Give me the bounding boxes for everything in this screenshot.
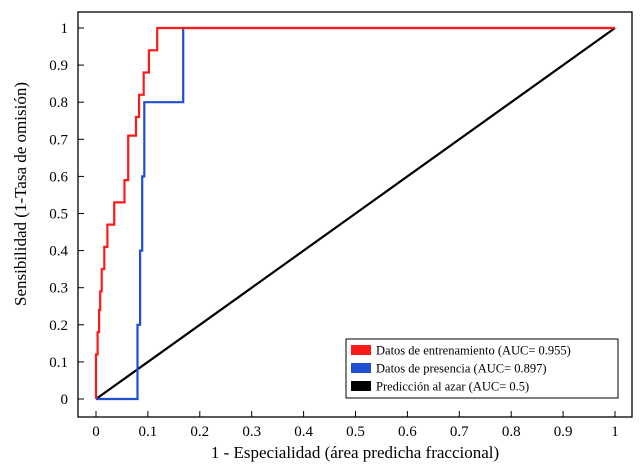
y-tick-label: 1 (61, 21, 69, 37)
y-tick-label: 0.2 (49, 318, 68, 334)
x-tick-label: 0.5 (346, 424, 365, 440)
legend-item-training-label: Datos de entrenamiento (AUC= 0.955) (376, 344, 571, 358)
y-tick-label: 0.9 (49, 58, 68, 74)
legend-item-training-swatch (351, 345, 371, 355)
training-curve (94, 26, 615, 399)
x-tick-label: 1 (611, 424, 619, 440)
x-axis: 0 0.1 0.2 0.3 0.4 0.5 0.6 0.7 0.8 0.9 1 (92, 411, 619, 440)
legend: Datos de entrenamiento (AUC= 0.955) Datos… (345, 338, 619, 399)
x-tick-label: 0.2 (190, 424, 209, 440)
legend-item-presence-swatch (351, 363, 371, 373)
y-tick-label: 0.7 (49, 132, 68, 148)
y-tick-label: 0.8 (49, 95, 68, 111)
random-prediction-line (95, 27, 616, 400)
x-tick-label: 0.9 (554, 424, 573, 440)
x-tick-label: 0.1 (139, 424, 158, 440)
y-tick-label: 0.4 (49, 244, 68, 260)
y-tick-label: 0 (61, 392, 69, 408)
y-tick-label: 0.3 (49, 281, 68, 297)
x-tick-label: 0.3 (242, 424, 261, 440)
x-tick-label: 0 (92, 424, 100, 440)
x-tick-label: 0.4 (294, 424, 313, 440)
y-axis: 0 0.1 0.2 0.3 0.4 0.5 0.6 0.7 0.8 0.9 1 (49, 21, 84, 408)
plot-lines (94, 26, 616, 401)
x-tick-label: 0.6 (398, 424, 417, 440)
y-tick-label: 0.5 (49, 207, 68, 223)
y-tick-label: 0.1 (49, 355, 68, 371)
legend-item-random-swatch (351, 381, 371, 391)
legend-box (345, 338, 619, 399)
y-axis-label: Sensibilidad (1-Tasa de omisión) (11, 82, 30, 306)
legend-item-random-label: Predicción al azar (AUC= 0.5) (376, 380, 529, 394)
x-tick-label: 0.7 (450, 424, 469, 440)
y-tick-label: 0.6 (49, 169, 68, 185)
legend-item-presence-label: Datos de presencia (AUC= 0.897) (376, 362, 547, 376)
x-tick-label: 0.8 (502, 424, 521, 440)
x-axis-label: 1 - Especialidad (área predicha fraccion… (211, 443, 499, 462)
presence-curve (96, 26, 615, 401)
